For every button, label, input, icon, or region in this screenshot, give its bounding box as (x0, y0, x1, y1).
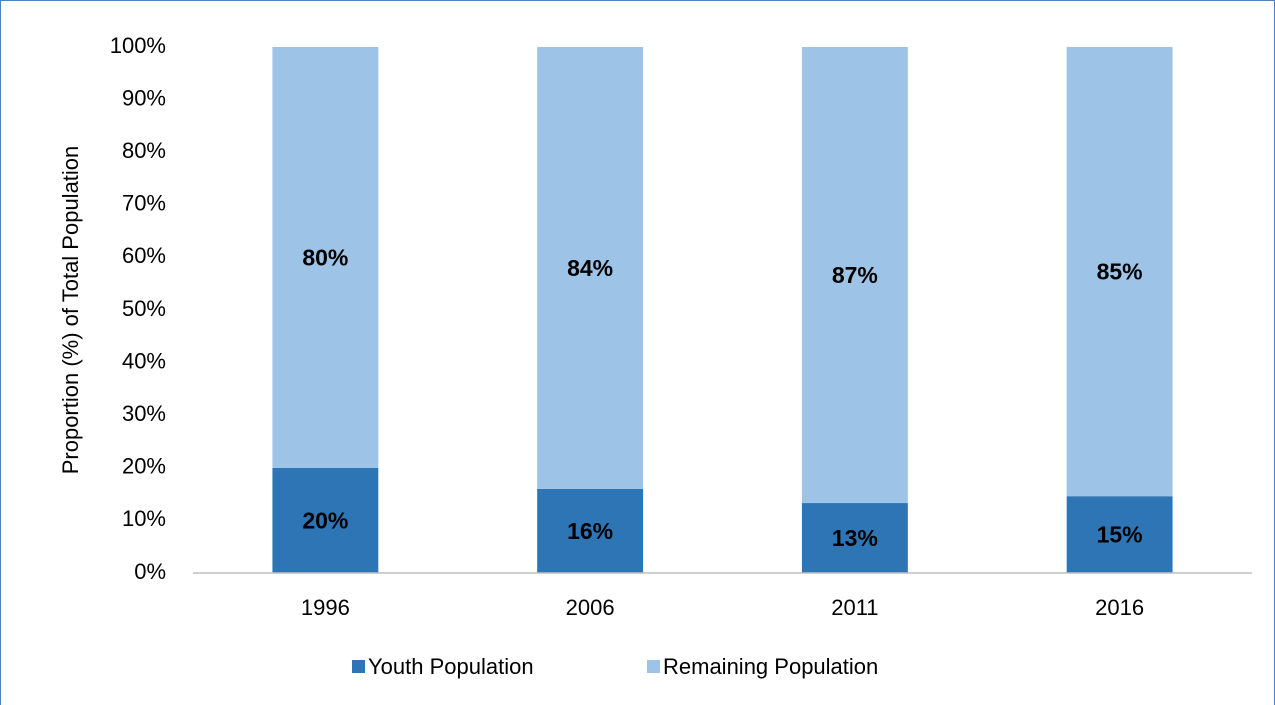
y-tick-label: 40% (122, 348, 166, 373)
bar-segment (537, 47, 644, 489)
y-tick-label: 0% (134, 559, 166, 584)
bar-segment (537, 488, 644, 573)
data-label: 16% (567, 518, 613, 544)
data-label: 20% (302, 507, 348, 533)
legend-label: Youth Population (368, 654, 534, 679)
y-tick-label: 70% (122, 191, 166, 216)
x-tick-label: 2016 (1095, 595, 1144, 620)
y-tick-label: 30% (122, 401, 166, 426)
x-tick-label: 2011 (831, 595, 878, 620)
data-label: 85% (1097, 259, 1143, 285)
legend-label: Remaining Population (663, 654, 878, 679)
bar-segment (1066, 496, 1173, 573)
y-axis-label: Proportion (%) of Total Population (58, 146, 83, 475)
data-label: 13% (832, 525, 878, 551)
x-tick-label: 2006 (566, 595, 615, 620)
data-label: 87% (832, 262, 878, 288)
y-tick-label: 20% (122, 454, 166, 479)
y-tick-label: 50% (122, 296, 166, 321)
data-label: 80% (302, 244, 348, 270)
data-label: 84% (567, 255, 613, 281)
y-tick-label: 10% (122, 506, 166, 531)
y-tick-label: 60% (122, 243, 166, 268)
y-tick-label: 80% (122, 138, 166, 163)
data-label: 15% (1097, 522, 1143, 548)
legend-swatch (352, 660, 365, 673)
y-tick-label: 100% (110, 33, 166, 58)
y-tick-label: 90% (122, 85, 166, 110)
bar-segment (801, 47, 908, 504)
bar-segment (801, 503, 908, 573)
x-tick-label: 1996 (301, 595, 350, 620)
bar-segment (272, 467, 379, 573)
bar-segment (272, 47, 379, 468)
bar-segment (1066, 47, 1173, 497)
legend-swatch (647, 660, 660, 673)
